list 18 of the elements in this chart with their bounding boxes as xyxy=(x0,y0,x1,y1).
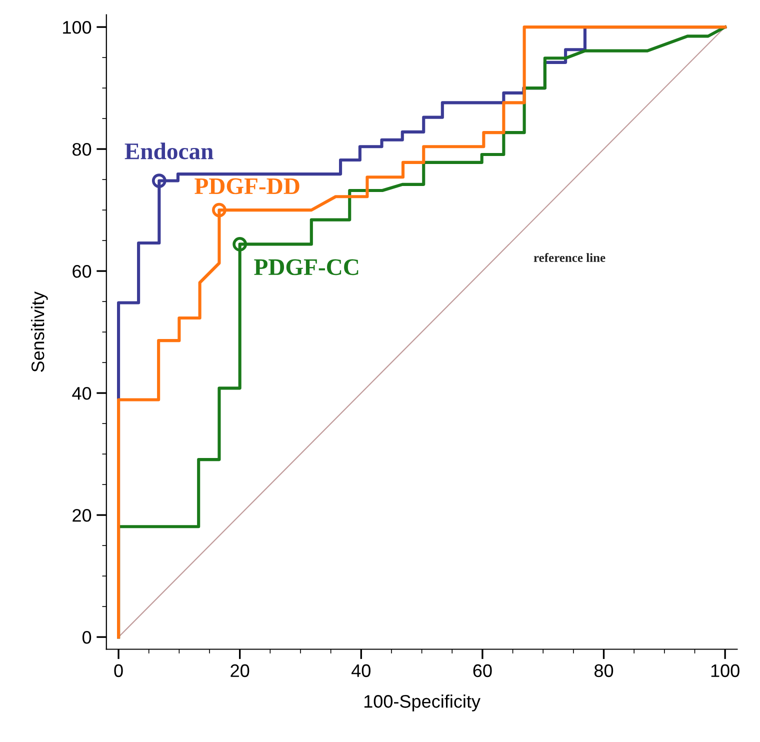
y-tick-label: 80 xyxy=(72,142,92,156)
series-label: reference line xyxy=(534,253,606,262)
series-label: PDGF-CC xyxy=(254,259,358,276)
x-tick-label: 60 xyxy=(473,664,492,678)
series-label: Endocan xyxy=(124,142,214,160)
series-label: PDGF-DD xyxy=(194,178,300,194)
x-tick-label: 80 xyxy=(594,664,614,678)
x-tick-label: 0 xyxy=(114,664,123,678)
y-tick-label: 20 xyxy=(72,508,92,522)
x-tick-label: 20 xyxy=(230,664,250,678)
x-axis-title: 100-Specificity xyxy=(364,694,480,712)
y-tick-label: 40 xyxy=(72,386,92,400)
y-tick-label: 0 xyxy=(82,630,92,644)
x-tick-label: 40 xyxy=(352,664,370,678)
x-tick-label: 100 xyxy=(711,664,740,678)
y-tick-label: 60 xyxy=(72,264,92,278)
y-tick-label: 100 xyxy=(63,20,92,34)
y-axis-title: Sensitivity xyxy=(30,291,48,372)
